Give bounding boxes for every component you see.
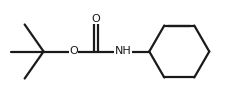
Text: O: O [91, 13, 100, 24]
Text: O: O [69, 46, 78, 57]
Text: NH: NH [115, 46, 132, 57]
